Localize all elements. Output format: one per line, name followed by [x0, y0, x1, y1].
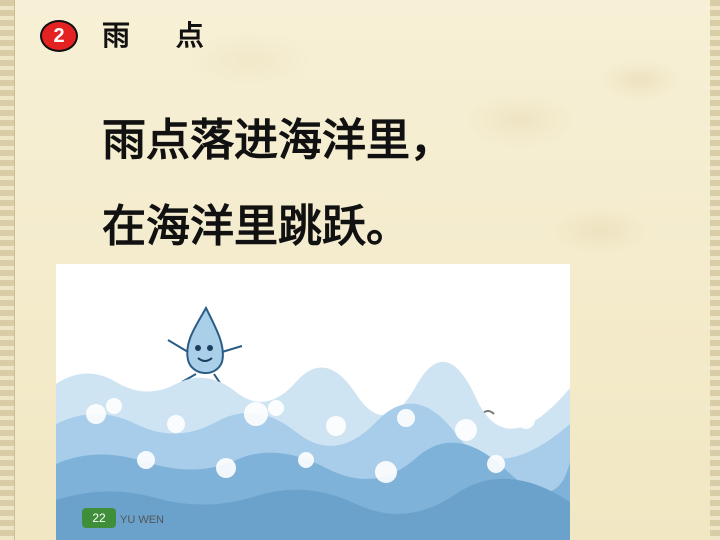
page-tag: YU WEN: [120, 514, 164, 526]
decorative-border-left: [0, 0, 15, 540]
ocean-illustration: 22 YU WEN: [56, 264, 570, 540]
poem-line-2: 在海洋里跳跃。: [102, 201, 410, 252]
ocean-waves-image: [56, 264, 570, 540]
page-number: 22: [82, 508, 116, 528]
decorative-border-right: [710, 0, 720, 540]
lesson-number-badge: 2: [40, 20, 78, 52]
poem-line-1: 雨点落进海洋里，: [102, 115, 454, 166]
lesson-title: 雨 点: [102, 19, 222, 52]
